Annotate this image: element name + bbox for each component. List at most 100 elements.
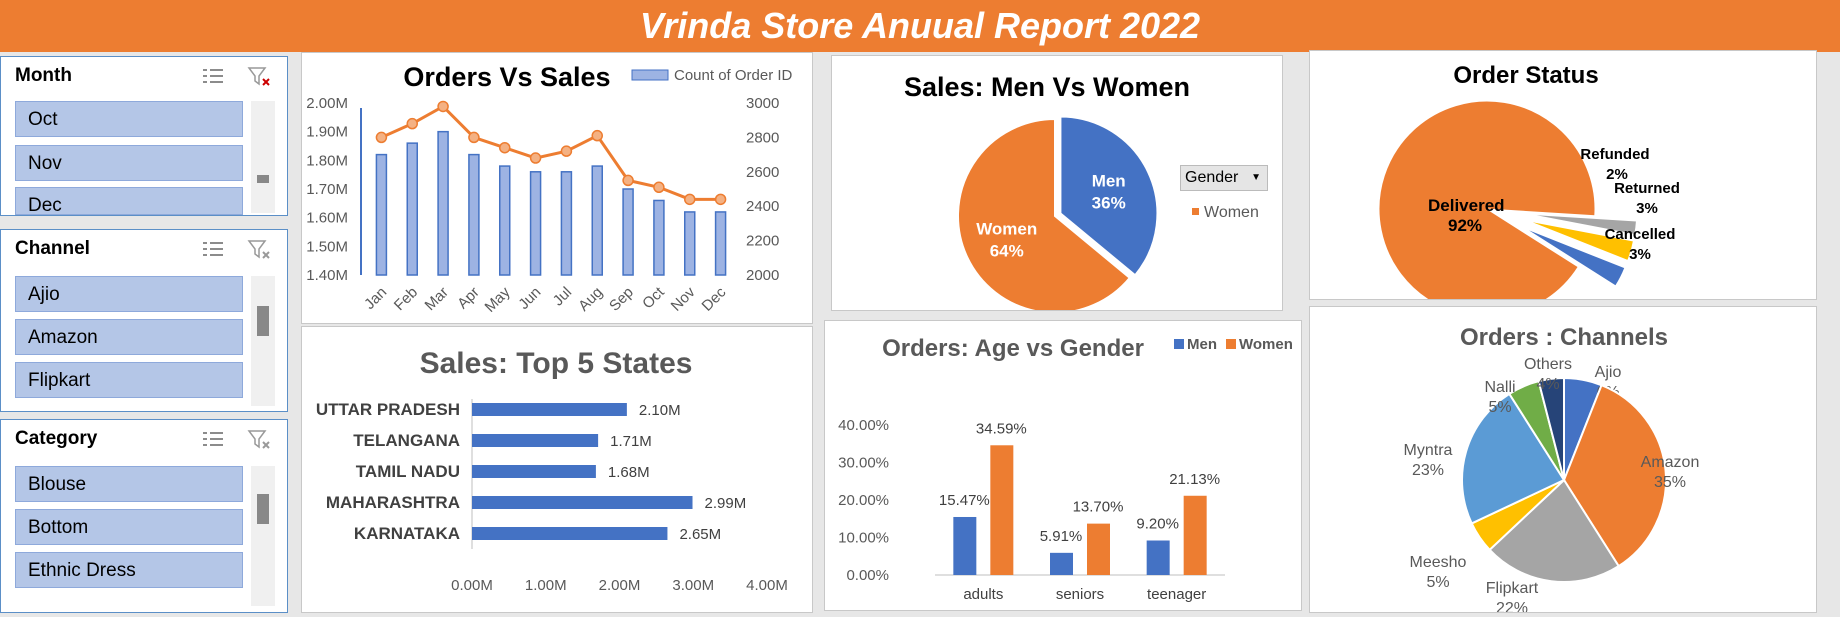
report-title: Vrinda Store Anuual Report 2022 — [0, 0, 1840, 52]
slicer-title: Channel — [15, 238, 90, 259]
x-tick-label: Nov — [668, 283, 699, 314]
slicer-channel: Channel Ajio Amazon Flipkart — [0, 229, 288, 412]
slicer-item[interactable]: Ajio — [15, 276, 243, 312]
clear-filter-icon[interactable] — [247, 428, 273, 452]
y-tick-label: KARNATAKA — [354, 524, 460, 543]
x-tick-label: Feb — [391, 284, 421, 314]
slice-pct: 35% — [1654, 474, 1686, 491]
gender-filter-button[interactable]: Gender ▼ — [1180, 165, 1268, 191]
data-label: 1.71M — [610, 433, 652, 450]
bar — [472, 465, 596, 478]
data-label: 15.47% — [939, 492, 990, 509]
line-point — [591, 129, 603, 142]
chart-title: Orders Vs Sales — [403, 62, 610, 92]
legend-label: Men — [1187, 336, 1217, 353]
x-tick-label: 4.00M — [746, 577, 788, 594]
slice-label: Nalli — [1484, 379, 1515, 396]
slice-label: Refunded — [1580, 146, 1649, 163]
data-label: 9.20% — [1136, 516, 1179, 533]
scrollbar-thumb[interactable] — [257, 175, 269, 183]
slicer-item[interactable]: Flipkart — [15, 362, 243, 398]
slice-label: Flipkart — [1486, 580, 1539, 597]
x-tick-label: 2.00M — [599, 577, 641, 594]
slice-label: Myntra — [1404, 442, 1453, 459]
x-tick-label: 0.00M — [451, 577, 493, 594]
x-tick-label: 1.00M — [525, 577, 567, 594]
x-tick-label: seniors — [1056, 586, 1104, 603]
bar — [684, 211, 696, 276]
slicer-item[interactable]: Amazon — [15, 319, 243, 355]
y2-tick-label: 2600 — [746, 164, 779, 181]
slicer-item[interactable]: Blouse — [15, 466, 243, 502]
slicer-item[interactable]: Oct — [15, 101, 243, 137]
slice-pct: 92% — [1448, 216, 1482, 235]
y-tick-label: UTTAR PRADESH — [316, 400, 460, 419]
slicer-item[interactable]: Nov — [15, 145, 243, 181]
legend-label: Women — [1239, 336, 1293, 353]
bar — [375, 153, 388, 276]
scrollbar-thumb[interactable] — [257, 494, 269, 524]
bar — [1183, 495, 1207, 575]
slice-pct: 2% — [1606, 166, 1628, 183]
x-tick-label: Aug — [575, 284, 606, 315]
bar — [653, 199, 665, 276]
y-tick-label: 30.00% — [838, 455, 889, 472]
slice-pct: 3% — [1629, 246, 1651, 263]
slice-pct: 3% — [1636, 200, 1658, 217]
scrollbar[interactable] — [251, 101, 275, 213]
y-tick-label: 10.00% — [838, 530, 889, 547]
x-tick-label: Sep — [606, 284, 637, 315]
panel-orders-channels: Orders : ChannelsAjio6%Amazon35%Flipkart… — [1309, 306, 1817, 617]
y-tick-label: TAMIL NADU — [356, 462, 460, 481]
slice-pct: 64% — [990, 242, 1024, 261]
bar — [499, 165, 511, 276]
slicer-month: Month Oct Nov Dec — [0, 56, 288, 216]
y-tick-label: 2.00M — [306, 95, 348, 112]
x-tick-label: Mar — [422, 284, 452, 314]
y-tick-label: 1.90M — [306, 124, 348, 141]
scrollbar-thumb[interactable] — [257, 306, 269, 336]
pie-slice — [1528, 213, 1637, 236]
multi-select-icon[interactable] — [201, 238, 225, 260]
slice-label: Ajio — [1595, 364, 1622, 381]
pie-slice — [957, 117, 1132, 314]
orders-vs-sales-chart: Orders Vs Sales Count of Order ID 2.00M 1.9… — [306, 62, 792, 316]
slicer-item[interactable]: Dec — [15, 187, 243, 215]
bar — [472, 403, 627, 416]
scrollbar[interactable] — [251, 276, 275, 406]
slice-label: Returned — [1614, 180, 1680, 197]
orders-channels-chart: Orders : ChannelsAjio6%Amazon35%Flipkart… — [1404, 324, 1700, 617]
clear-filter-icon[interactable] — [247, 238, 273, 262]
bar — [472, 527, 668, 540]
multi-select-icon[interactable] — [201, 65, 225, 87]
y2-tick-label: 2000 — [746, 267, 779, 284]
line-point — [653, 181, 665, 194]
slice-pct: 5% — [1488, 399, 1511, 416]
line-point — [406, 117, 418, 130]
bar — [1050, 552, 1073, 575]
line-series — [380, 104, 721, 201]
slicer-category: Category Blouse Bottom Ethnic Dress — [0, 419, 288, 613]
legend-swatch — [1174, 339, 1184, 349]
slice-pct: 23% — [1412, 462, 1444, 479]
slicer-item[interactable]: Bottom — [15, 509, 243, 545]
scrollbar[interactable] — [251, 466, 275, 606]
slice-label: Delivered — [1428, 196, 1505, 215]
bar — [1146, 540, 1170, 575]
multi-select-icon[interactable] — [201, 428, 225, 450]
legend-swatch — [1226, 339, 1236, 349]
clear-filter-icon[interactable] — [247, 65, 273, 89]
bar — [472, 496, 693, 509]
bar — [468, 153, 480, 276]
data-label: 1.68M — [608, 464, 650, 481]
chart-title: Sales: Top 5 States — [420, 347, 693, 380]
y2-tick-label: 3000 — [746, 95, 779, 112]
slicer-item[interactable]: Ethnic Dress — [15, 552, 243, 588]
y2-tick-label: 2200 — [746, 233, 779, 250]
pie-slice — [1461, 392, 1566, 525]
legend-swatch — [1192, 208, 1199, 215]
chart-title: Orders : Channels — [1460, 324, 1668, 351]
bar — [953, 516, 977, 575]
bar — [437, 130, 449, 276]
